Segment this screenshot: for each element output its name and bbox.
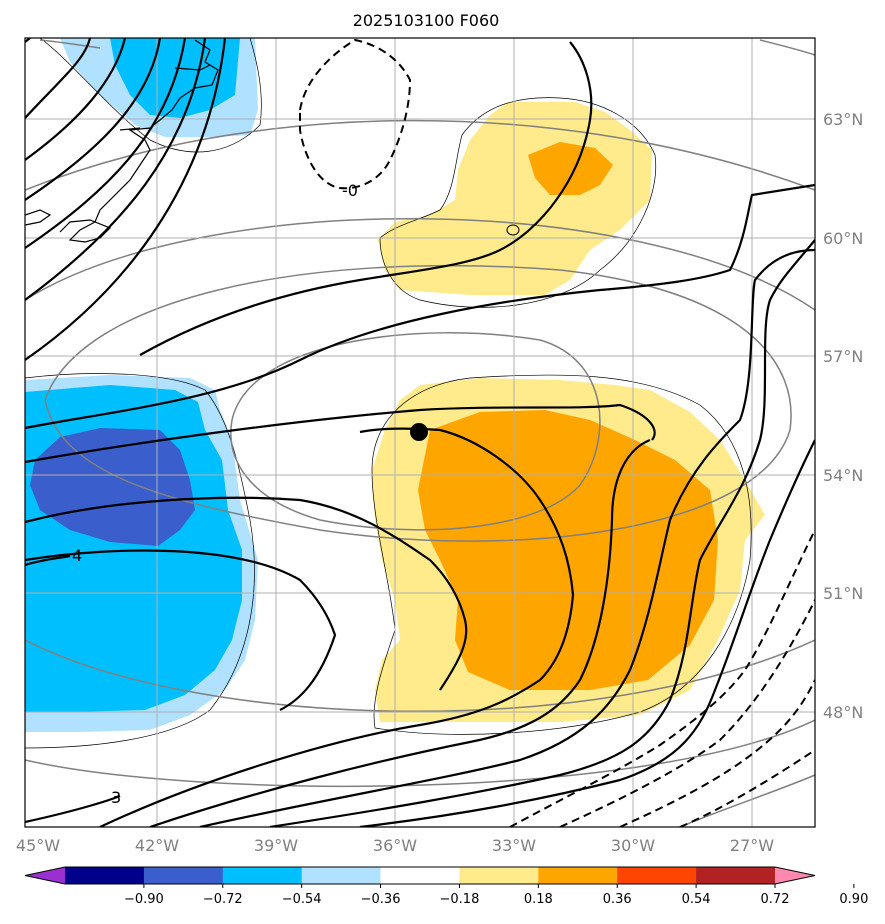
lon-label-27w: 27°W	[730, 836, 774, 855]
map-title: 2025103100 F060	[353, 11, 500, 30]
contour-label-four: 4	[72, 546, 82, 565]
lat-label-48n: 48°N	[823, 703, 863, 722]
contour-label-three: 3	[111, 788, 121, 807]
lat-label-63n: 63°N	[823, 110, 863, 129]
colorbar: −0.90 −0.72 −0.54 −0.36 −0.18 0.18 0.36 0.54 0.7…	[24, 866, 868, 907]
contour-label-zero-marker	[506, 224, 520, 236]
colorbar-tick-label: −0.90	[124, 892, 164, 907]
colorbar-tick-label: 0.18	[524, 892, 553, 907]
lat-label-57n: 57°N	[823, 347, 863, 366]
lon-label-42w: 42°W	[135, 836, 179, 855]
thin-contour-south	[371, 374, 752, 735]
colorbar-swatch	[65, 867, 145, 884]
colorbar-tick-label: −0.36	[361, 892, 401, 907]
solid-contours	[25, 38, 815, 827]
shade-orange-south	[418, 410, 718, 690]
lon-label-39w: 39°W	[254, 836, 298, 855]
contour-label-neg-zero: -0	[342, 181, 358, 200]
colorbar-swatch	[696, 867, 776, 884]
thin-contour-west	[25, 373, 255, 749]
colorbar-outline	[24, 866, 816, 885]
colorbar-swatch	[143, 867, 224, 884]
colorbar-swatch	[617, 867, 697, 884]
lat-label-51n: 51°N	[823, 584, 863, 603]
colorbar-extend-min	[25, 867, 65, 884]
shade-dark-blue-w	[30, 428, 195, 546]
dashed-contours	[299, 38, 815, 827]
colorbar-tick-label: 0.54	[682, 892, 711, 907]
thin-contour-nw	[39, 38, 262, 153]
lon-label-30w: 30°W	[611, 836, 655, 855]
lon-label-33w: 33°W	[492, 836, 536, 855]
colorbar-tick-label: 0.72	[761, 892, 790, 907]
shade-orange-north	[528, 142, 613, 195]
colorbar-swatch	[459, 867, 539, 884]
colorbar-swatch	[301, 867, 382, 884]
colorbar-tick-label: 0.36	[603, 892, 632, 907]
location-marker-dot	[410, 423, 428, 441]
lon-label-45w: 45°W	[16, 836, 60, 855]
map-frame	[24, 37, 816, 828]
colorbar-tick-label: 0.90	[839, 892, 868, 907]
projection-arcs	[25, 39, 815, 827]
colorbar-tick-label: −0.54	[282, 892, 322, 907]
map-panel: -0 4 3	[25, 38, 815, 827]
colorbar-tick-label: −0.72	[203, 892, 243, 907]
colorbar-extend-max	[775, 867, 815, 884]
colorbar-tick-label: −0.18	[440, 892, 480, 907]
lat-label-54n: 54°N	[823, 466, 863, 485]
thin-contour-north	[379, 97, 657, 308]
colorbar-swatch	[538, 867, 618, 884]
lat-label-60n: 60°N	[823, 229, 863, 248]
lon-label-36w: 36°W	[373, 836, 417, 855]
colorbar-swatch	[222, 867, 303, 884]
colorbar-swatch	[380, 867, 460, 884]
